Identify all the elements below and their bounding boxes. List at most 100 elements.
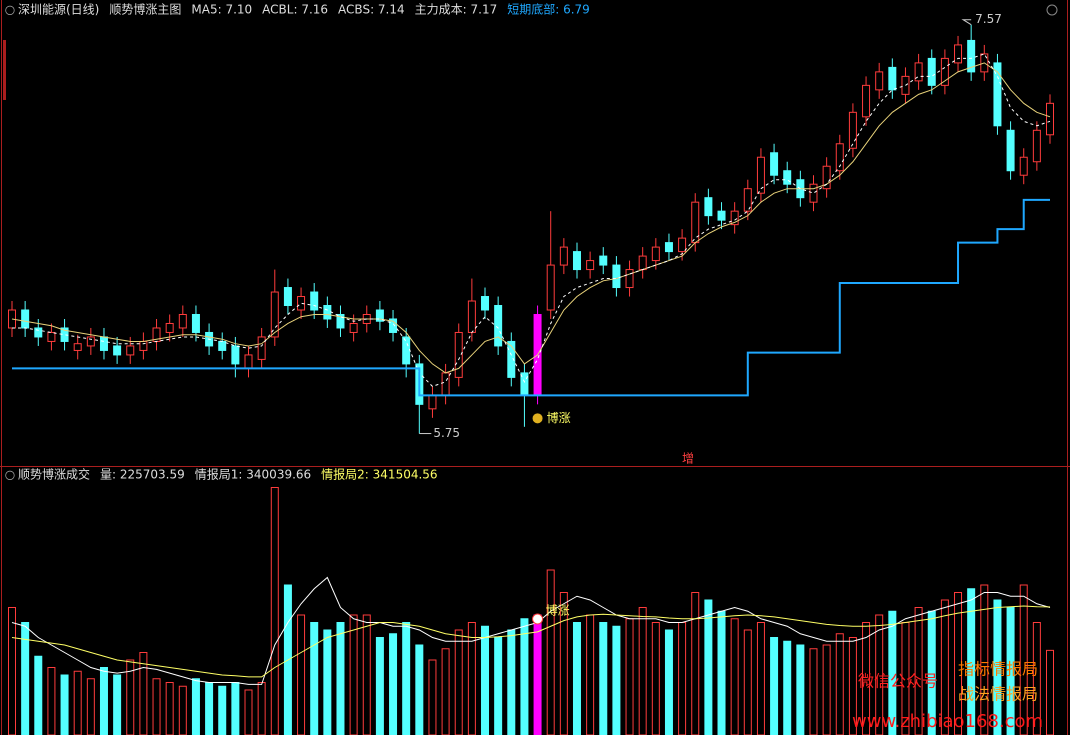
candle-body xyxy=(178,313,187,329)
candle-body xyxy=(428,394,437,410)
candle-body xyxy=(993,62,1002,127)
watermark-account: 微信公众号 xyxy=(858,672,938,691)
signal-icon xyxy=(532,413,543,424)
volume-bar xyxy=(178,685,187,735)
candle-body xyxy=(651,246,660,262)
header-item: 顺势博涨主图 xyxy=(109,2,181,17)
indicator-line xyxy=(12,198,1050,397)
indicator-line xyxy=(11,62,1051,374)
header-item: 量: 225703.59 xyxy=(100,468,185,482)
candle-body xyxy=(664,242,673,253)
volume-bar xyxy=(862,622,871,735)
volume-bar xyxy=(796,644,805,735)
volume-bar xyxy=(454,629,463,735)
candle-body xyxy=(481,296,490,311)
volume-bar xyxy=(21,622,30,735)
candle-body xyxy=(139,340,148,351)
volume-bar xyxy=(165,682,174,735)
candle-body xyxy=(756,156,765,194)
signal-volume-icon xyxy=(532,613,544,625)
candle-body xyxy=(441,372,450,396)
volume-bar xyxy=(1032,622,1041,735)
candle-body xyxy=(704,197,713,217)
volume-bar xyxy=(73,670,82,735)
volume-ma-line xyxy=(11,576,1051,685)
candle-body xyxy=(730,210,739,226)
candle-body xyxy=(770,152,779,176)
volume-bar xyxy=(310,622,319,735)
header-item: 深圳能源(日线) xyxy=(18,3,99,17)
volume-bar xyxy=(980,584,989,735)
candle-body xyxy=(297,296,306,311)
candle-body xyxy=(86,336,95,347)
volume-bar xyxy=(914,607,923,735)
volume-bar xyxy=(205,682,214,735)
volume-bar xyxy=(756,622,765,735)
candle-body xyxy=(375,309,384,322)
candle-body xyxy=(244,354,253,369)
candle-body xyxy=(888,66,897,91)
candle-body xyxy=(34,327,43,338)
window-button[interactable] xyxy=(1046,4,1058,16)
volume-bar xyxy=(559,592,568,735)
candle-body xyxy=(914,62,923,82)
candle-body xyxy=(73,343,82,351)
candle-body xyxy=(191,313,200,333)
header-item: 短期底部: 6.79 xyxy=(507,2,590,17)
signal-volume-label: 博涨 xyxy=(546,603,570,618)
volume-bar xyxy=(152,678,161,735)
watermark-line2: 战法情报局 xyxy=(958,685,1038,704)
candle-body xyxy=(507,340,516,378)
volume-bar xyxy=(691,592,700,735)
candle-body xyxy=(99,336,108,351)
volume-bar xyxy=(389,633,398,735)
candle-body xyxy=(257,336,266,360)
candle-body xyxy=(47,331,56,342)
candle-body xyxy=(60,327,69,342)
volume-bar xyxy=(848,637,857,735)
volume-bar xyxy=(638,607,647,735)
high-label: 7.57 xyxy=(975,12,1002,26)
volume-bar xyxy=(86,678,95,735)
volume-bar xyxy=(60,674,69,735)
volume-bar xyxy=(415,644,424,735)
candle-body xyxy=(113,345,122,356)
volume-bar xyxy=(967,588,976,735)
header-item: 情报局2: 341504.56 xyxy=(321,467,437,482)
candle-body xyxy=(559,246,568,266)
volume-bar xyxy=(743,629,752,735)
volume-bar xyxy=(954,592,963,735)
volume-bar xyxy=(546,569,555,735)
candle-body xyxy=(954,44,963,64)
volume-bar xyxy=(336,622,345,735)
candle-body xyxy=(612,264,621,289)
candle-body xyxy=(165,322,174,333)
header-item: 顺势博涨成交 xyxy=(18,467,90,482)
volume-bar xyxy=(402,622,411,735)
candle-body xyxy=(467,300,476,333)
candle-body xyxy=(126,345,135,356)
candle-body xyxy=(1019,156,1028,176)
volume-bar xyxy=(572,622,581,735)
candle-body xyxy=(572,251,581,271)
header-item: ACBS: 7.14 xyxy=(338,3,405,17)
volume-bar xyxy=(244,689,253,735)
volume-bar xyxy=(467,622,476,735)
candle-body xyxy=(454,331,463,378)
candle-body xyxy=(336,313,345,329)
volume-bar xyxy=(717,610,726,735)
volume-bar xyxy=(428,659,437,735)
candle-body xyxy=(862,84,871,118)
candle-body xyxy=(783,170,792,185)
volume-bar xyxy=(8,607,16,735)
volume-bar xyxy=(770,637,779,735)
candle-body xyxy=(586,260,595,271)
candle-body xyxy=(310,291,319,311)
candle-body xyxy=(389,318,398,333)
candle-body xyxy=(940,57,949,86)
volume-bar xyxy=(940,599,949,735)
candle-body xyxy=(283,287,292,307)
watermark-url: www.zhibiao168.com xyxy=(852,711,1043,732)
